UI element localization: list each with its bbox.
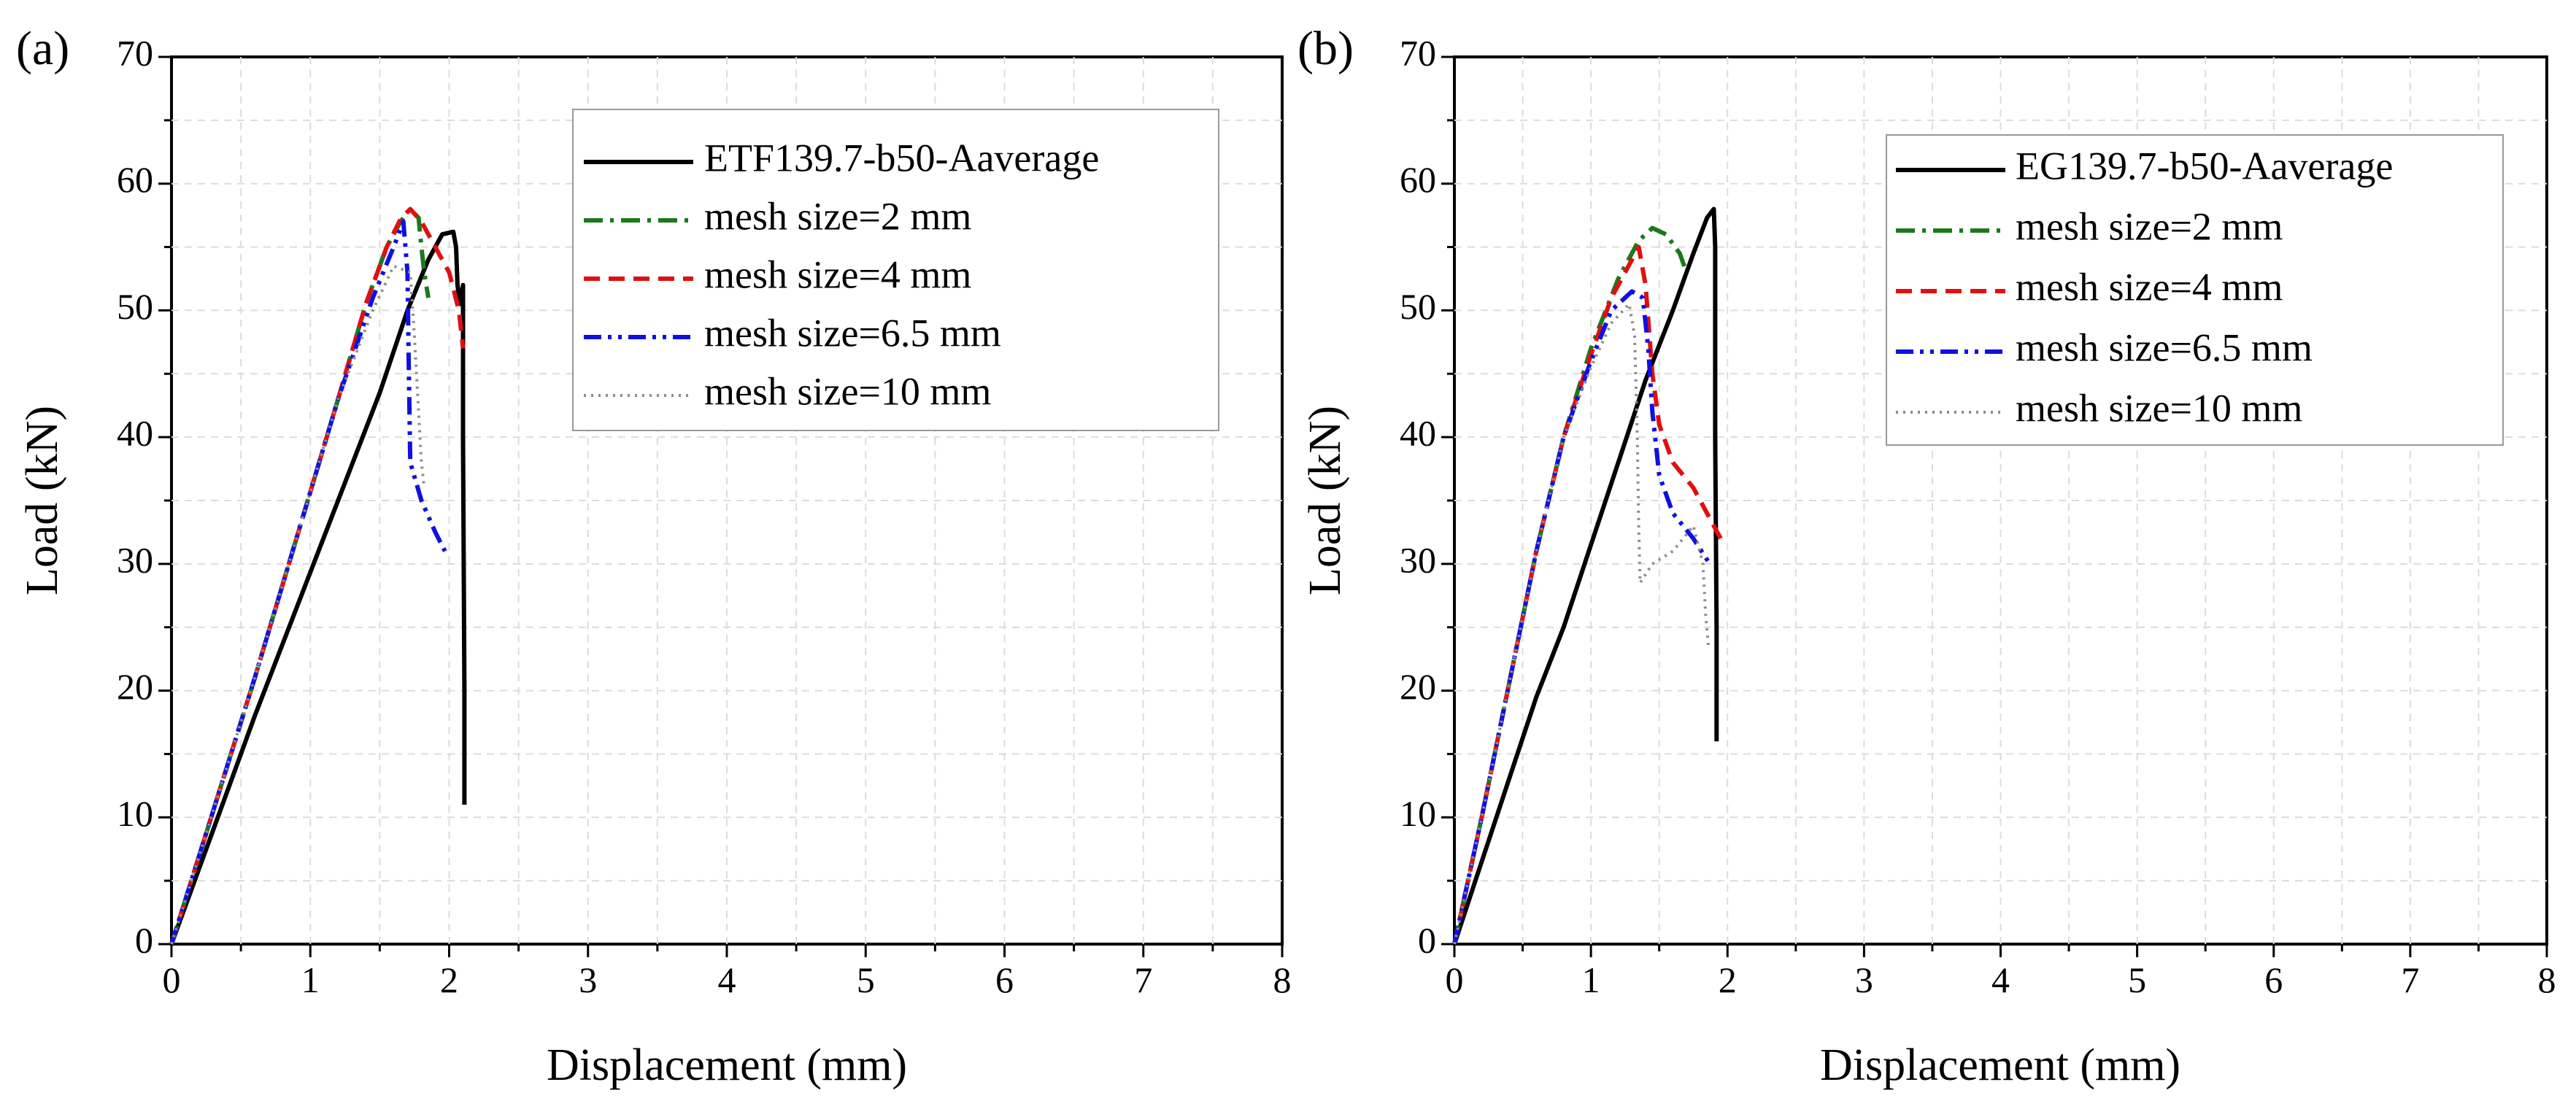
- x-tick-label: 6: [995, 959, 1014, 1000]
- y-tick-label: 30: [117, 539, 153, 580]
- y-tick-label: 10: [1400, 793, 1436, 834]
- legend-swatches: [1896, 168, 2005, 414]
- axis-ticks: [158, 55, 1284, 957]
- x-tick-label: 4: [718, 959, 736, 1000]
- legend-label: mesh size=4 mm: [704, 252, 971, 296]
- y-tick-labels: 0 10 20 30 40 50 60 70: [1400, 32, 1436, 960]
- x-tick-label: 0: [163, 959, 181, 1000]
- x-tick-label: 8: [2538, 959, 2556, 1000]
- legend-label: mesh size=2 mm: [2016, 204, 2283, 248]
- legend-label: mesh size=10 mm: [704, 369, 991, 413]
- x-tick-label: 2: [440, 959, 458, 1000]
- x-tick-label: 7: [2401, 959, 2419, 1000]
- y-tick-label: 40: [1400, 413, 1436, 454]
- legend: ETF139.7-b50-Aaverage mesh size=2 mm mes…: [572, 109, 1219, 431]
- y-tick-labels: 0 10 20 30 40 50 60 70: [117, 32, 153, 960]
- x-tick-label: 1: [301, 959, 320, 1000]
- x-tick-label: 0: [1446, 959, 1464, 1000]
- panel-a: (a) 0 10 20 30 40 50 60 70 0 1 2 3 4 5 6…: [16, 22, 1292, 1090]
- y-tick-label: 30: [1400, 539, 1436, 580]
- panel-label: (b): [1297, 22, 1354, 75]
- axis-ticks: [1441, 55, 2548, 957]
- x-tick-label: 8: [1273, 959, 1292, 1000]
- x-axis-title: Displacement (mm): [547, 1040, 907, 1090]
- x-tick-label: 1: [1582, 959, 1600, 1000]
- series-line: [169, 219, 447, 945]
- y-tick-label: 50: [117, 286, 153, 327]
- series-line: [1452, 244, 1723, 945]
- x-tick-label: 3: [1855, 959, 1873, 1000]
- legend: EG139.7-b50-Aaverage mesh size=2 mm mesh…: [1886, 134, 2504, 446]
- legend-label: mesh size=2 mm: [704, 194, 971, 238]
- series-line: [1452, 206, 1719, 945]
- x-tick-labels: 0 1 2 3 4 5 6 7 8: [1446, 959, 2556, 1000]
- y-tick-label: 70: [117, 32, 153, 73]
- y-axis-title: Load (kN): [18, 406, 67, 595]
- legend-label: mesh size=6.5 mm: [2016, 325, 2313, 369]
- legend-swatches: [584, 160, 693, 397]
- legend-label: ETF139.7-b50-Aaverage: [704, 136, 1099, 179]
- series-line: [169, 229, 467, 946]
- legend-label: mesh size=10 mm: [2016, 386, 2302, 430]
- panel-b: (b) 0 10 20 30 40 50 60 70 0 1 2 3 4 5 6…: [1297, 22, 2556, 1090]
- x-tick-label: 2: [1719, 959, 1737, 1000]
- y-tick-label: 40: [117, 413, 153, 454]
- y-tick-label: 0: [1418, 919, 1436, 960]
- y-tick-label: 60: [117, 159, 153, 200]
- x-tick-label: 4: [1991, 959, 2010, 1000]
- legend-label: EG139.7-b50-Aaverage: [2016, 144, 2393, 188]
- x-tick-labels: 0 1 2 3 4 5 6 7 8: [163, 959, 1292, 1000]
- series-line: [170, 264, 426, 945]
- x-tick-label: 7: [1134, 959, 1152, 1000]
- legend-label: mesh size=6.5 mm: [704, 311, 1001, 355]
- y-tick-label: 70: [1400, 32, 1436, 73]
- legend-box: [1886, 134, 2504, 446]
- y-tick-label: 0: [135, 919, 153, 960]
- x-tick-label: 5: [857, 959, 875, 1000]
- series-group: [169, 206, 467, 946]
- y-tick-label: 10: [117, 793, 153, 834]
- x-tick-label: 6: [2264, 959, 2283, 1000]
- series-line: [1452, 289, 1712, 945]
- y-tick-label: 50: [1400, 286, 1436, 327]
- y-tick-label: 20: [1400, 666, 1436, 707]
- x-tick-label: 5: [2128, 959, 2146, 1000]
- x-tick-label: 3: [579, 959, 597, 1000]
- x-axis-title: Displacement (mm): [1820, 1040, 2180, 1090]
- y-axis-title: Load (kN): [1300, 406, 1350, 595]
- series-group: [1452, 206, 1723, 945]
- panel-label: (a): [16, 22, 69, 75]
- y-tick-label: 20: [117, 666, 153, 707]
- legend-label: mesh size=4 mm: [2016, 265, 2283, 309]
- y-tick-label: 60: [1400, 159, 1436, 200]
